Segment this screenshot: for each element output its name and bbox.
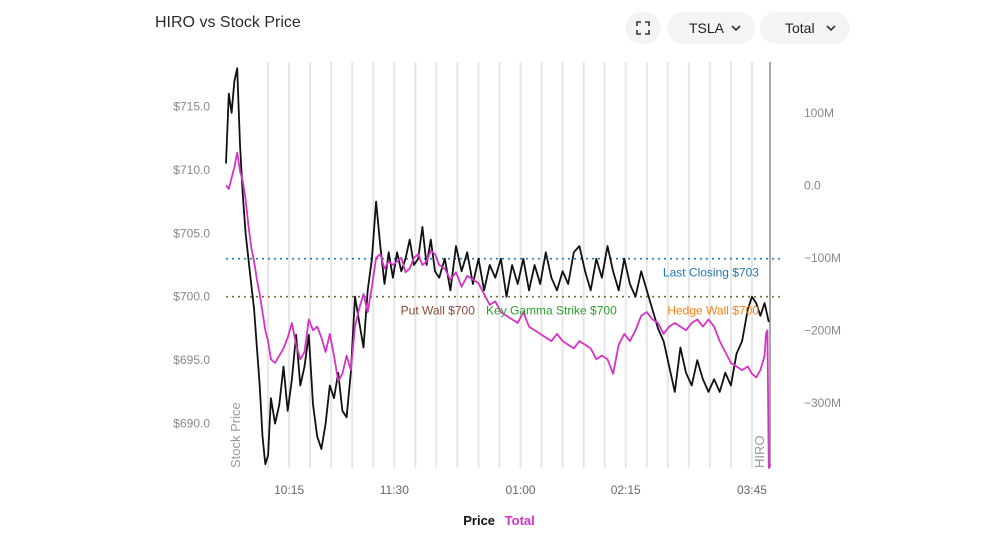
level-label-last-closing: Last Closing $703 bbox=[663, 266, 759, 280]
legend-item-price[interactable]: Price bbox=[463, 513, 496, 528]
y-left-tick-label: $690.0 bbox=[173, 417, 210, 431]
y-left-tick-label: $695.0 bbox=[173, 353, 210, 367]
chart-title: HIRO vs Stock Price bbox=[155, 14, 301, 31]
y-right-tick-label: −200M bbox=[804, 323, 841, 337]
x-tick-label: 11:30 bbox=[380, 483, 409, 497]
axis-labels: Last Closing $703 Put Wall $700 Key Gamma … bbox=[173, 99, 841, 497]
level-lines bbox=[226, 257, 782, 298]
y-left-tick-label: $710.0 bbox=[173, 163, 210, 177]
chevron-down-icon bbox=[731, 25, 741, 32]
fullscreen-button[interactable] bbox=[625, 12, 661, 44]
chevron-down-icon bbox=[826, 25, 836, 32]
ticker-select[interactable]: TSLA bbox=[667, 12, 755, 44]
y-right-tick-label: −100M bbox=[804, 251, 841, 265]
fullscreen-icon bbox=[636, 21, 650, 35]
ticker-select-value: TSLA bbox=[689, 20, 725, 36]
x-tick-label: 10:15 bbox=[274, 483, 304, 497]
series-layer bbox=[225, 67, 772, 469]
mode-select[interactable]: Total bbox=[760, 12, 850, 44]
y-left-tick-label: $700.0 bbox=[173, 290, 210, 304]
x-tick-label: 01:00 bbox=[506, 483, 536, 497]
y-left-tick-label: $705.0 bbox=[173, 226, 210, 240]
hiro-total-series-line bbox=[225, 151, 772, 469]
x-tick-label: 03:45 bbox=[737, 483, 767, 497]
level-label-key-gamma: Key Gamma Strike $700 bbox=[486, 304, 617, 318]
mode-select-value: Total bbox=[785, 20, 815, 36]
legend-item-total[interactable]: Total bbox=[504, 513, 535, 528]
price-series-line bbox=[225, 67, 770, 466]
y-right-tick-label: −300M bbox=[804, 396, 841, 410]
chart-legend: Price Total bbox=[0, 513, 998, 528]
x-tick-label: 02:15 bbox=[611, 483, 641, 497]
level-label-put-wall: Put Wall $700 bbox=[401, 304, 476, 318]
y-left-tick-label: $715.0 bbox=[173, 99, 210, 113]
y-left-axis-label: Stock Price bbox=[228, 402, 243, 468]
y-right-axis-label: HIRO bbox=[752, 436, 767, 469]
hiro-price-chart: Last Closing $703 Put Wall $700 Key Gamma … bbox=[173, 62, 841, 497]
level-label-hedge-wall: Hedge Wall $700 bbox=[667, 304, 759, 318]
y-right-tick-label: 0.0 bbox=[804, 178, 821, 192]
y-right-tick-label: 100M bbox=[804, 106, 834, 120]
